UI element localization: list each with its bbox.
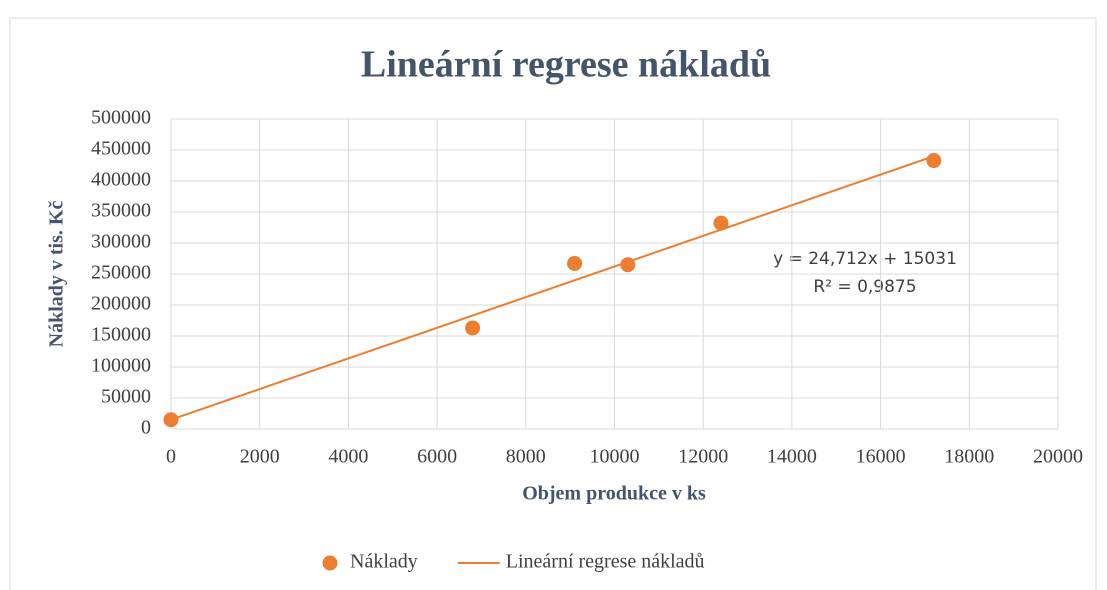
y-tick-label: 350000 bbox=[91, 200, 151, 222]
trend-equation: y = 24,712x + 15031 bbox=[773, 249, 957, 269]
x-tick-label: 10000 bbox=[590, 446, 640, 468]
y-tick-label: 0 bbox=[141, 417, 151, 439]
data-point bbox=[465, 320, 481, 336]
x-tick-label: 20000 bbox=[1033, 446, 1083, 468]
chart-border bbox=[9, 17, 1097, 590]
y-tick-label: 200000 bbox=[91, 293, 151, 315]
x-tick-label: 12000 bbox=[678, 446, 728, 468]
legend-marker bbox=[322, 555, 338, 571]
y-axis-title: Náklady v tis. Kč bbox=[46, 201, 68, 348]
data-point bbox=[163, 412, 179, 428]
y-tick-label: 400000 bbox=[91, 169, 151, 191]
x-tick-label: 2000 bbox=[240, 446, 280, 468]
x-tick-label: 4000 bbox=[328, 446, 368, 468]
x-tick-label: 6000 bbox=[417, 446, 457, 468]
r-squared: R² = 0,9875 bbox=[813, 277, 916, 297]
data-point bbox=[620, 257, 636, 273]
x-tick-label: 14000 bbox=[767, 446, 817, 468]
x-tick-label: 18000 bbox=[944, 446, 994, 468]
y-tick-label: 300000 bbox=[91, 231, 151, 253]
x-tick-label: 0 bbox=[166, 446, 176, 468]
data-point bbox=[713, 215, 729, 231]
x-tick-label: 16000 bbox=[856, 446, 906, 468]
chart-title: Lineární regrese nákladů bbox=[361, 44, 771, 86]
x-axis-title: Objem produkce v ks bbox=[522, 483, 706, 505]
y-tick-label: 150000 bbox=[91, 324, 151, 346]
x-tick-label: 8000 bbox=[506, 446, 546, 468]
y-tick-label: 250000 bbox=[91, 262, 151, 284]
legend-label: Lineární regrese nákladů bbox=[506, 551, 705, 573]
y-tick-label: 500000 bbox=[91, 107, 151, 129]
data-point bbox=[926, 153, 942, 169]
trend-line bbox=[170, 155, 935, 421]
y-tick-label: 100000 bbox=[91, 355, 151, 377]
legend-label: Náklady bbox=[350, 551, 418, 573]
data-point bbox=[567, 255, 583, 271]
y-tick-label: 50000 bbox=[101, 386, 151, 408]
y-tick-label: 450000 bbox=[91, 138, 151, 160]
